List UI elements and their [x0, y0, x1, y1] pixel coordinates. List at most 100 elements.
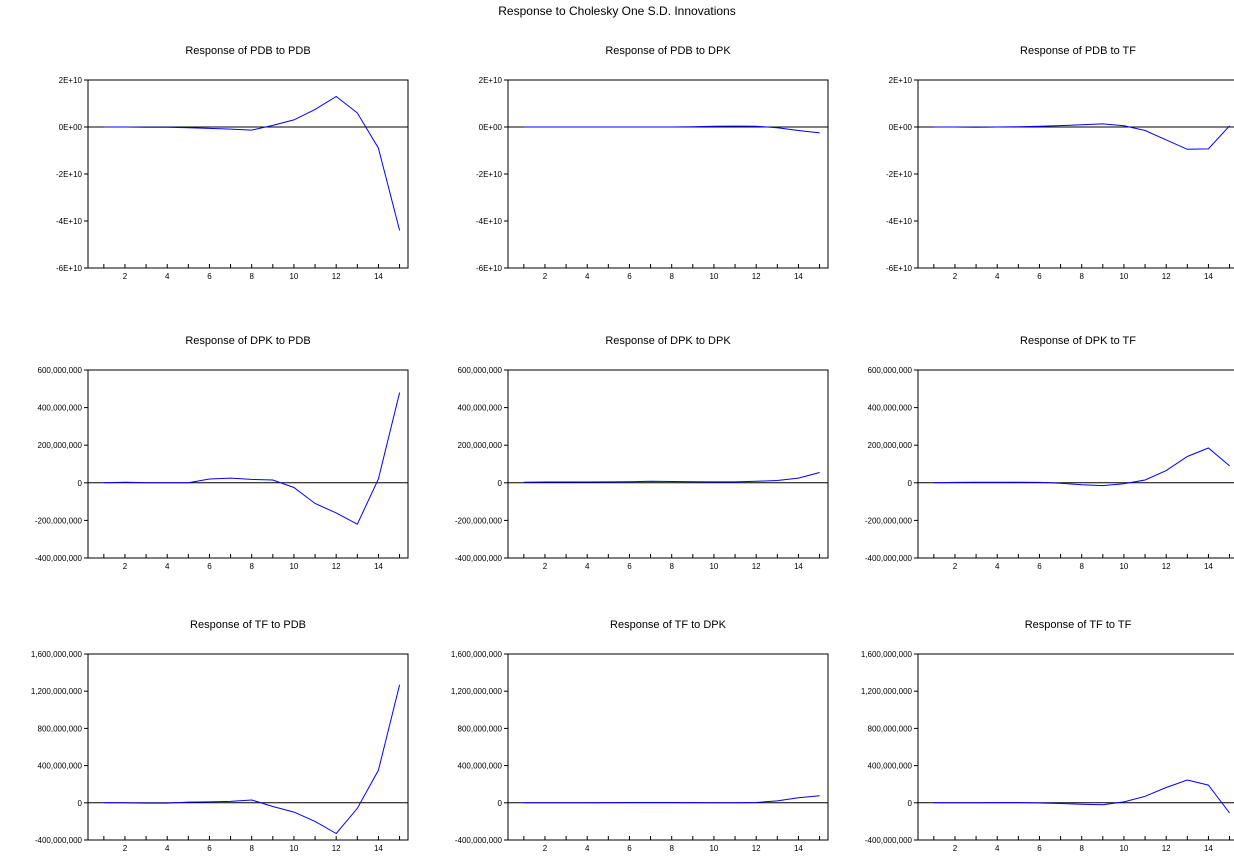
irf-panel: Response of PDB to DPK -6E+10 -4E+10 -2E+10…	[420, 22, 834, 286]
x-tick-label: 14	[1204, 562, 1213, 571]
y-tick-label: 200,000,000	[458, 441, 503, 450]
y-tick-label: 400,000,000	[38, 762, 83, 771]
x-tick-label: 12	[332, 272, 341, 281]
irf-figure: Response to Cholesky One S.D. Innovation…	[31, 4, 1234, 853]
panel-title: Response of PDB to PDB	[185, 45, 311, 57]
y-tick-label: -200,000,000	[865, 516, 913, 525]
response-line	[523, 472, 820, 483]
plot-frame	[917, 79, 1234, 269]
x-tick-label: 4	[585, 562, 590, 571]
plot-svg: -6E+10 -4E+10 -2E+10 0E+00 2E+10 2 4 6 8 10 12 14	[56, 76, 409, 281]
x-tick-label: 2	[123, 844, 128, 853]
y-tick-label: -6E+10	[56, 264, 83, 273]
panel-title: Response of PDB to TF	[1020, 45, 1136, 57]
plot-frame	[507, 653, 829, 841]
plot-svg: -6E+10 -4E+10 -2E+10 0E+00 2E+10 2 4 6 8 10 12 14	[886, 76, 1234, 281]
panel-title: Response of PDB to DPK	[605, 45, 731, 57]
y-tick-label: 0	[498, 799, 503, 808]
y-tick-label: 400,000,000	[458, 404, 503, 413]
plot-svg: -400,000,000 0 400,000,000 800,000,000 1,200…	[451, 650, 829, 853]
panel-title: Response of DPK to TF	[1020, 335, 1136, 347]
y-tick-label: -6E+10	[886, 264, 913, 273]
x-tick-label: 6	[627, 562, 632, 571]
x-tick-label: 10	[709, 844, 718, 853]
plot-svg: -400,000,000 0 400,000,000 800,000,000 1,200…	[31, 650, 409, 853]
figure-title: Response to Cholesky One S.D. Innovation…	[498, 4, 736, 18]
y-tick-label: 800,000,000	[458, 724, 503, 733]
plot-frame	[917, 369, 1234, 559]
panel-title: Response of TF to TF	[1024, 619, 1132, 631]
x-tick-label: 10	[709, 562, 718, 571]
y-tick-label: 0	[78, 799, 83, 808]
response-line	[933, 123, 1230, 150]
x-tick-label: 4	[165, 272, 170, 281]
y-tick-label: 200,000,000	[868, 441, 913, 450]
response-line	[103, 95, 401, 231]
y-tick-label: 400,000,000	[868, 762, 913, 771]
x-tick-label: 12	[1162, 562, 1171, 571]
y-tick-label: -400,000,000	[455, 554, 503, 563]
x-tick-label: 6	[1037, 844, 1042, 853]
response-line	[523, 125, 820, 134]
irf-panel: Response of DPK to DPK -400,000,000 -200,0…	[420, 312, 834, 576]
y-tick-label: 200,000,000	[38, 441, 83, 450]
plot-svg: -400,000,000 0 400,000,000 800,000,000 1,200…	[861, 650, 1234, 853]
x-tick-label: 10	[289, 272, 298, 281]
response-line	[103, 684, 401, 835]
x-tick-label: 12	[752, 844, 761, 853]
y-tick-label: 1,600,000,000	[31, 650, 83, 659]
x-tick-label: 8	[249, 272, 254, 281]
response-line	[103, 392, 401, 525]
y-tick-label: -2E+10	[56, 170, 83, 179]
y-tick-label: -200,000,000	[35, 516, 83, 525]
y-tick-label: 600,000,000	[458, 366, 503, 375]
panel-title: Response of TF to PDB	[190, 619, 306, 631]
y-tick-label: -400,000,000	[865, 836, 913, 845]
x-tick-label: 10	[709, 272, 718, 281]
y-tick-label: 2E+10	[59, 76, 83, 85]
x-tick-label: 2	[953, 844, 958, 853]
x-tick-label: 8	[669, 562, 674, 571]
y-tick-label: 0	[498, 479, 503, 488]
y-tick-label: 0	[908, 479, 913, 488]
y-tick-label: 1,600,000,000	[451, 650, 503, 659]
response-line	[523, 795, 820, 804]
x-tick-label: 14	[794, 562, 803, 571]
x-tick-label: 2	[543, 844, 548, 853]
x-tick-label: 12	[752, 272, 761, 281]
x-tick-label: 2	[543, 562, 548, 571]
x-tick-label: 14	[1204, 272, 1213, 281]
y-tick-label: -2E+10	[476, 170, 503, 179]
y-tick-label: 400,000,000	[868, 404, 913, 413]
y-tick-label: 600,000,000	[868, 366, 913, 375]
plot-frame	[87, 369, 409, 559]
plot-frame	[87, 79, 409, 269]
x-tick-label: 8	[249, 562, 254, 571]
y-tick-label: 0E+00	[479, 123, 503, 132]
x-tick-label: 8	[1079, 562, 1084, 571]
y-tick-label: -2E+10	[886, 170, 913, 179]
y-tick-label: -200,000,000	[455, 516, 503, 525]
x-tick-label: 12	[332, 844, 341, 853]
plot-svg: -400,000,000 -200,000,000 0 200,000,000 400,…	[865, 366, 1234, 571]
irf-panel: Response of DPK to TF -400,000,000 -200,00…	[830, 312, 1234, 576]
plot-frame	[507, 369, 829, 559]
x-tick-label: 4	[585, 272, 590, 281]
y-tick-label: -4E+10	[886, 217, 913, 226]
y-tick-label: -4E+10	[56, 217, 83, 226]
panel-title: Response of DPK to DPK	[605, 335, 731, 347]
y-tick-label: 0E+00	[889, 123, 913, 132]
x-tick-label: 4	[995, 272, 1000, 281]
panel-title: Response of DPK to PDB	[185, 335, 311, 347]
x-tick-label: 6	[207, 562, 212, 571]
x-tick-label: 10	[1119, 562, 1128, 571]
x-tick-label: 2	[543, 272, 548, 281]
plot-svg: -400,000,000 -200,000,000 0 200,000,000 400,…	[455, 366, 829, 571]
y-tick-label: 0	[78, 479, 83, 488]
x-tick-label: 12	[332, 562, 341, 571]
y-tick-label: -400,000,000	[455, 836, 503, 845]
x-tick-label: 14	[374, 562, 383, 571]
x-tick-label: 10	[289, 562, 298, 571]
y-tick-label: -6E+10	[476, 264, 503, 273]
x-tick-label: 6	[627, 272, 632, 281]
